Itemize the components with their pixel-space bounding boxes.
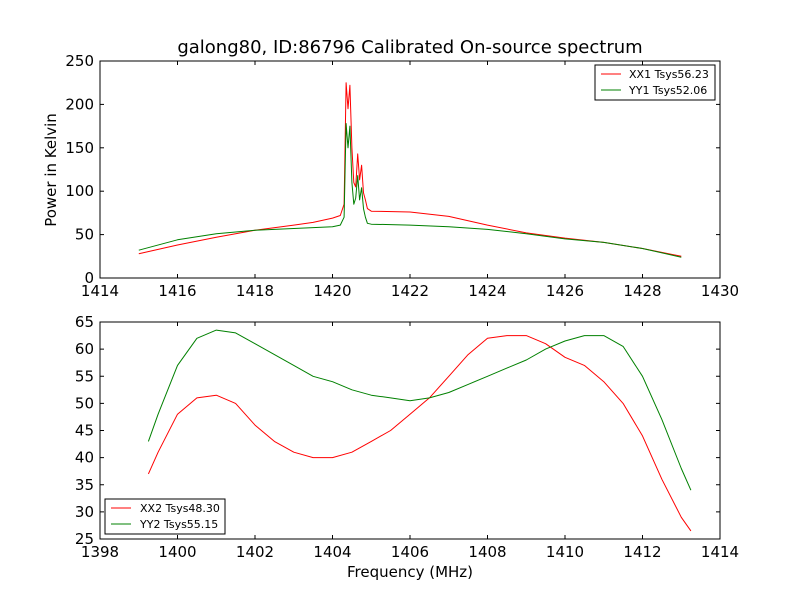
bottom-x-tick-label: 1412 xyxy=(623,543,661,561)
top-legend: XX1 Tsys56.23 YY1 Tsys52.06 xyxy=(594,64,716,101)
bottom-x-tick-label: 1410 xyxy=(546,543,584,561)
bottom-legend: XX2 Tsys48.30 YY2 Tsys55.15 xyxy=(104,498,226,535)
top-x-tick-label: 1414 xyxy=(81,282,119,300)
bottom-series-line-2 xyxy=(147,329,692,491)
legend-label-yy2: YY2 Tsys55.15 xyxy=(139,518,218,531)
bottom-x-tick-label: 1404 xyxy=(313,543,351,561)
bottom-y-tick-label: 40 xyxy=(75,449,94,467)
top-y-tick-label: 150 xyxy=(65,139,94,157)
bottom-plot-panel: 1398 1400 1402 1404 1406 1408 1410 1412 1414 25 30… xyxy=(75,313,739,581)
legend-label-xx2: XX2 Tsys48.30 xyxy=(140,502,220,515)
bottom-y-tick-label: 25 xyxy=(75,530,94,548)
bottom-legend-box xyxy=(104,498,226,535)
legend-label-xx1: XX1 Tsys56.23 xyxy=(629,68,709,81)
top-y-axis-label: Power in Kelvin xyxy=(42,113,60,227)
top-x-tick-label: 1416 xyxy=(158,282,196,300)
top-y-tick-label: 50 xyxy=(75,226,94,244)
bottom-y-tick-label: 50 xyxy=(75,394,94,412)
top-series-line-2 xyxy=(138,123,682,258)
bottom-x-tick-label: 1406 xyxy=(391,543,429,561)
bottom-y-tick-label: 30 xyxy=(75,503,94,521)
top-y-tick-label: 200 xyxy=(65,95,94,113)
top-axis-ticks: 1414 1416 1418 1420 1422 1424 1426 1428 1430 0 50 1… xyxy=(65,52,739,300)
bottom-x-tick-label: 1400 xyxy=(158,543,196,561)
bottom-y-tick-label: 35 xyxy=(75,476,94,494)
top-y-tick-label: 250 xyxy=(65,52,94,70)
bottom-x-axis-label: Frequency (MHz) xyxy=(347,563,473,581)
top-series-line-1 xyxy=(138,82,682,257)
bottom-x-tick-label: 1398 xyxy=(81,543,119,561)
chart-title: galong80, ID:86796 Calibrated On-source … xyxy=(177,37,642,58)
legend-label-yy1: YY1 Tsys52.06 xyxy=(628,84,707,97)
top-x-tick-label: 1420 xyxy=(313,282,351,300)
bottom-y-tick-label: 55 xyxy=(75,367,94,385)
top-x-tick-label: 1426 xyxy=(546,282,584,300)
bottom-y-tick-label: 45 xyxy=(75,422,94,440)
bottom-y-tick-label: 60 xyxy=(75,340,94,358)
top-y-tick-label: 100 xyxy=(65,182,94,200)
top-plot-panel: 1414 1416 1418 1420 1422 1424 1426 1428 1430 0 50 1… xyxy=(42,52,739,300)
bottom-y-tick-label: 65 xyxy=(75,313,94,331)
bottom-series-line-1 xyxy=(147,335,692,532)
top-x-tick-label: 1428 xyxy=(623,282,661,300)
bottom-x-tick-label: 1414 xyxy=(701,543,739,561)
top-series-lines xyxy=(138,82,682,258)
bottom-axis-ticks: 1398 1400 1402 1404 1406 1408 1410 1412 1414 25 30… xyxy=(75,313,739,561)
bottom-x-tick-label: 1402 xyxy=(236,543,274,561)
top-x-tick-label: 1430 xyxy=(701,282,739,300)
top-y-tick-label: 0 xyxy=(84,269,94,287)
top-legend-box xyxy=(594,64,716,101)
top-x-tick-label: 1422 xyxy=(391,282,429,300)
bottom-x-tick-label: 1408 xyxy=(468,543,506,561)
top-x-tick-label: 1418 xyxy=(236,282,274,300)
top-x-tick-label: 1424 xyxy=(468,282,506,300)
bottom-series-lines xyxy=(147,329,692,532)
